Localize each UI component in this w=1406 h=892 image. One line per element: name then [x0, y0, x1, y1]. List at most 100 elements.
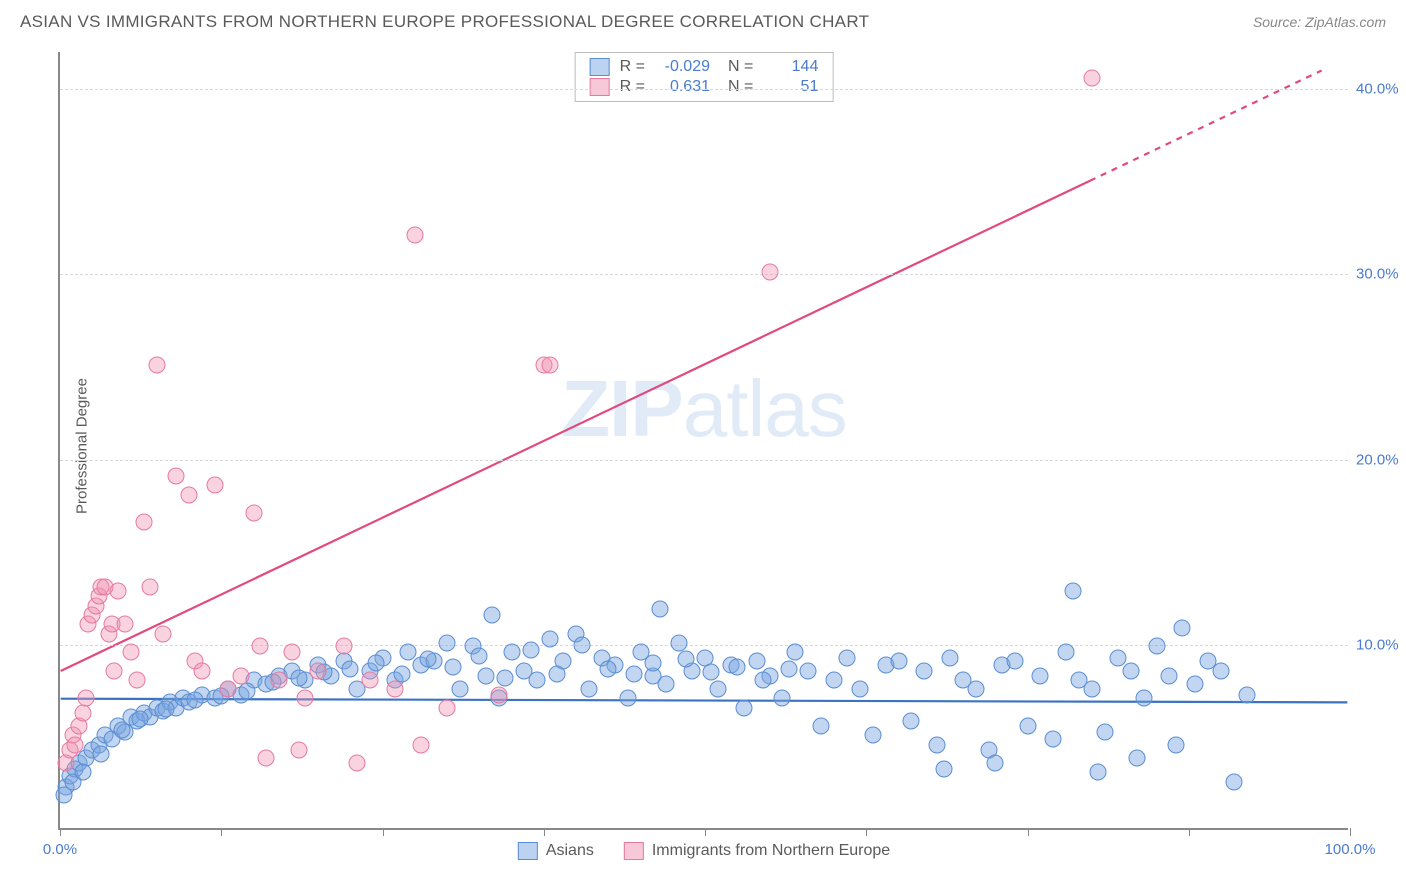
- scatter-point: [110, 582, 127, 599]
- scatter-point: [1167, 736, 1184, 753]
- scatter-point: [232, 668, 249, 685]
- legend-label-asians: Asians: [546, 842, 594, 860]
- scatter-point: [445, 658, 462, 675]
- scatter-point: [1129, 749, 1146, 766]
- scatter-point: [368, 655, 385, 672]
- r-label: R =: [620, 58, 645, 76]
- scatter-point: [658, 675, 675, 692]
- scatter-point: [755, 671, 772, 688]
- scatter-point: [1122, 662, 1139, 679]
- scatter-point: [497, 669, 514, 686]
- scatter-point: [1064, 582, 1081, 599]
- scatter-point: [1006, 653, 1023, 670]
- swatch-pink-icon: [624, 842, 644, 860]
- scatter-point: [484, 606, 501, 623]
- legend-item-immigrants: Immigrants from Northern Europe: [624, 842, 890, 860]
- n-value-asians: 144: [763, 58, 818, 76]
- scatter-point: [168, 468, 185, 485]
- scatter-point: [245, 505, 262, 522]
- scatter-point: [1058, 644, 1075, 661]
- scatter-point: [142, 579, 159, 596]
- scatter-point: [1225, 773, 1242, 790]
- scatter-point: [1148, 638, 1165, 655]
- x-tick: [1350, 828, 1351, 836]
- scatter-point: [1096, 723, 1113, 740]
- scatter-point: [1019, 718, 1036, 735]
- scatter-point: [181, 486, 198, 503]
- scatter-point: [548, 666, 565, 683]
- x-tick: [1189, 828, 1190, 836]
- scatter-point: [129, 671, 146, 688]
- scatter-point: [522, 642, 539, 659]
- scatter-point: [116, 616, 133, 633]
- correlation-stats-box: R = -0.029 N = 144 R = 0.631 N = 51: [575, 52, 834, 102]
- scatter-point: [1161, 668, 1178, 685]
- scatter-point: [413, 736, 430, 753]
- scatter-point: [735, 699, 752, 716]
- scatter-point: [987, 755, 1004, 772]
- scatter-point: [645, 655, 662, 672]
- scatter-point: [348, 755, 365, 772]
- scatter-point: [1045, 731, 1062, 748]
- scatter-point: [787, 644, 804, 661]
- gridline: [60, 460, 1348, 461]
- scatter-point: [310, 662, 327, 679]
- x-tick: [383, 828, 384, 836]
- scatter-point: [193, 662, 210, 679]
- scatter-point: [113, 721, 130, 738]
- scatter-point: [131, 710, 148, 727]
- chart-title: ASIAN VS IMMIGRANTS FROM NORTHERN EUROPE…: [20, 12, 869, 32]
- scatter-point: [55, 786, 72, 803]
- scatter-point: [1187, 675, 1204, 692]
- scatter-point: [967, 681, 984, 698]
- scatter-point: [890, 653, 907, 670]
- n-value-immigrants: 51: [763, 78, 818, 96]
- scatter-point: [335, 638, 352, 655]
- scatter-point: [903, 712, 920, 729]
- source-attribution: Source: ZipAtlas.com: [1253, 14, 1386, 30]
- scatter-point: [703, 664, 720, 681]
- stats-row-immigrants: R = 0.631 N = 51: [590, 77, 819, 97]
- legend: Asians Immigrants from Northern Europe: [518, 842, 890, 860]
- scatter-point: [93, 745, 110, 762]
- scatter-point: [451, 681, 468, 698]
- watermark: ZIPatlas: [561, 363, 846, 455]
- scatter-point: [542, 631, 559, 648]
- x-tick: [544, 828, 545, 836]
- y-tick-label: 10.0%: [1356, 636, 1406, 653]
- stats-row-asians: R = -0.029 N = 144: [590, 57, 819, 77]
- scatter-point: [290, 669, 307, 686]
- legend-item-asians: Asians: [518, 842, 594, 860]
- scatter-point: [671, 634, 688, 651]
- scatter-point: [916, 662, 933, 679]
- scatter-point: [851, 681, 868, 698]
- y-tick-label: 20.0%: [1356, 451, 1406, 468]
- scatter-point: [1174, 619, 1191, 636]
- scatter-point: [477, 668, 494, 685]
- scatter-point: [813, 718, 830, 735]
- scatter-point: [419, 651, 436, 668]
- scatter-point: [490, 686, 507, 703]
- scatter-point: [148, 356, 165, 373]
- scatter-point: [761, 264, 778, 281]
- scatter-point: [290, 742, 307, 759]
- scatter-point: [677, 651, 694, 668]
- scatter-point: [206, 477, 223, 494]
- n-label: N =: [728, 78, 753, 96]
- n-label: N =: [728, 58, 753, 76]
- x-tick: [60, 828, 61, 836]
- scatter-point: [774, 690, 791, 707]
- scatter-point: [651, 601, 668, 618]
- scatter-point: [1213, 662, 1230, 679]
- scatter-point: [619, 690, 636, 707]
- trend-lines: [60, 52, 1348, 828]
- scatter-point: [135, 514, 152, 531]
- scatter-point: [284, 644, 301, 661]
- gridline: [60, 89, 1348, 90]
- scatter-point: [709, 681, 726, 698]
- scatter-point: [529, 671, 546, 688]
- x-tick-label: 0.0%: [43, 841, 77, 858]
- scatter-point: [471, 647, 488, 664]
- gridline: [60, 274, 1348, 275]
- scatter-point: [729, 658, 746, 675]
